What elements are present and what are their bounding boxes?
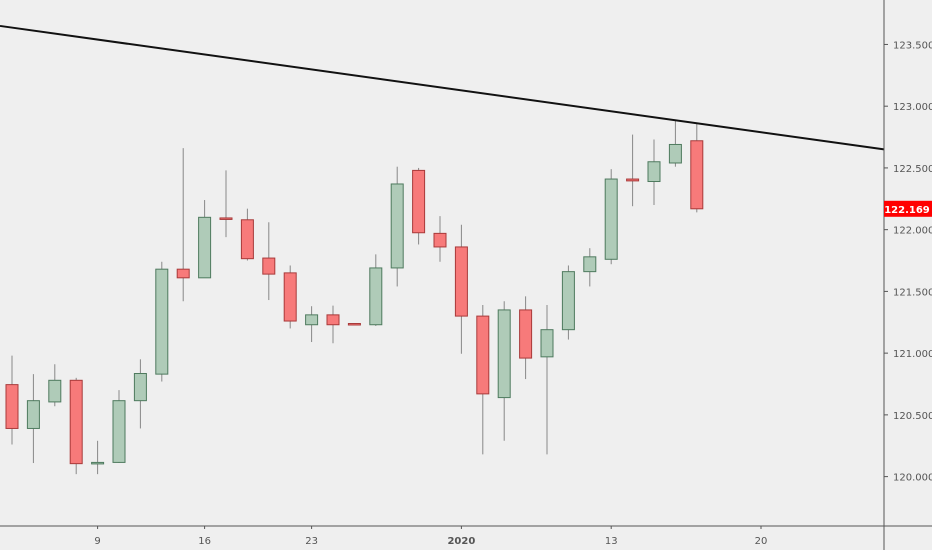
candle[interactable]	[48, 364, 62, 407]
candle-body-down	[326, 314, 340, 326]
candle[interactable]	[476, 304, 490, 455]
price-tick-label: 123.000	[893, 102, 932, 113]
candle[interactable]	[390, 166, 404, 287]
candle[interactable]	[26, 374, 40, 464]
candle[interactable]	[433, 216, 447, 262]
last-price-badge	[884, 200, 932, 217]
candle[interactable]	[668, 121, 682, 167]
candle-body-up	[497, 309, 511, 399]
candle[interactable]	[283, 265, 297, 329]
candle[interactable]	[198, 200, 212, 279]
candle-body-up	[198, 216, 212, 279]
candle-body-up	[369, 267, 383, 326]
candle[interactable]	[326, 305, 340, 344]
candle[interactable]	[91, 440, 105, 475]
candle[interactable]	[112, 390, 126, 464]
candle[interactable]	[604, 169, 618, 265]
candle-body-down	[347, 323, 361, 326]
candle[interactable]	[240, 208, 254, 261]
candle[interactable]	[561, 265, 575, 340]
time-tick-label: 2020	[447, 536, 475, 547]
candle[interactable]	[176, 148, 190, 302]
candle[interactable]	[219, 170, 233, 238]
candle-body-down	[690, 140, 704, 210]
candle[interactable]	[69, 377, 83, 475]
price-tick-label: 122.500	[893, 164, 932, 175]
time-tick-label: 23	[305, 536, 318, 547]
candle-body-down	[626, 178, 640, 182]
candle[interactable]	[262, 222, 276, 301]
candle[interactable]	[454, 224, 468, 354]
candle[interactable]	[497, 301, 511, 441]
candle-body-up	[155, 268, 169, 375]
time-tick-label: 16	[198, 536, 211, 547]
candle-body-down	[240, 219, 254, 260]
candles-group	[5, 121, 704, 475]
last-price-marker: 122.169	[884, 200, 932, 217]
candle[interactable]	[305, 306, 319, 343]
price-axis[interactable]: 120.000 120.500 121.000 121.500 122.000 122.5…	[884, 40, 932, 484]
candle-body-up	[604, 178, 618, 260]
price-tick-label: 120.500	[893, 411, 932, 422]
candle-body-down	[283, 272, 297, 322]
candle-body-down	[219, 217, 233, 220]
candle-body-up	[583, 256, 597, 273]
candle-body-up	[133, 373, 147, 402]
candle[interactable]	[626, 134, 640, 207]
candle-body-up	[561, 271, 575, 331]
candle-body-up	[540, 329, 554, 358]
time-tick-label: 13	[605, 536, 618, 547]
last-price-label: 122.169	[884, 205, 930, 216]
time-tick-label: 9	[94, 536, 100, 547]
candle[interactable]	[583, 248, 597, 287]
candle-body-up	[112, 400, 126, 463]
candle[interactable]	[369, 254, 383, 326]
candle-body-down	[433, 232, 447, 248]
candle-body-down	[69, 379, 83, 465]
candle[interactable]	[540, 304, 554, 455]
price-tick-label: 122.000	[893, 226, 932, 237]
candle-body-up	[647, 161, 661, 183]
candle[interactable]	[155, 261, 169, 382]
candle-body-up	[91, 461, 105, 465]
price-tick-label: 121.000	[893, 349, 932, 360]
time-axis[interactable]: 9 16 23 2020 13 20	[94, 526, 767, 547]
price-tick-label: 121.500	[893, 287, 932, 298]
trendline[interactable]	[0, 24, 885, 151]
candle-body-down	[454, 246, 468, 317]
candle[interactable]	[5, 355, 19, 445]
price-tick-label: 123.500	[893, 40, 932, 51]
candle-body-up	[26, 400, 40, 429]
candle-body-up	[668, 143, 682, 164]
candle[interactable]	[412, 167, 426, 245]
candle-body-down	[262, 257, 276, 275]
candle-body-up	[48, 379, 62, 403]
candle-body-up	[390, 183, 404, 269]
candle[interactable]	[690, 123, 704, 213]
candle[interactable]	[133, 359, 147, 429]
candle-body-down	[476, 315, 490, 395]
candle[interactable]	[519, 296, 533, 380]
candle-body-down	[412, 169, 426, 234]
candle-body-down	[176, 268, 190, 279]
candle-body-up	[305, 314, 319, 326]
candle-body-down	[5, 384, 19, 429]
price-tick-label: 120.000	[893, 473, 932, 484]
candle[interactable]	[647, 139, 661, 205]
candle[interactable]	[347, 323, 361, 326]
candle-body-down	[519, 309, 533, 359]
time-tick-label: 20	[755, 536, 768, 547]
